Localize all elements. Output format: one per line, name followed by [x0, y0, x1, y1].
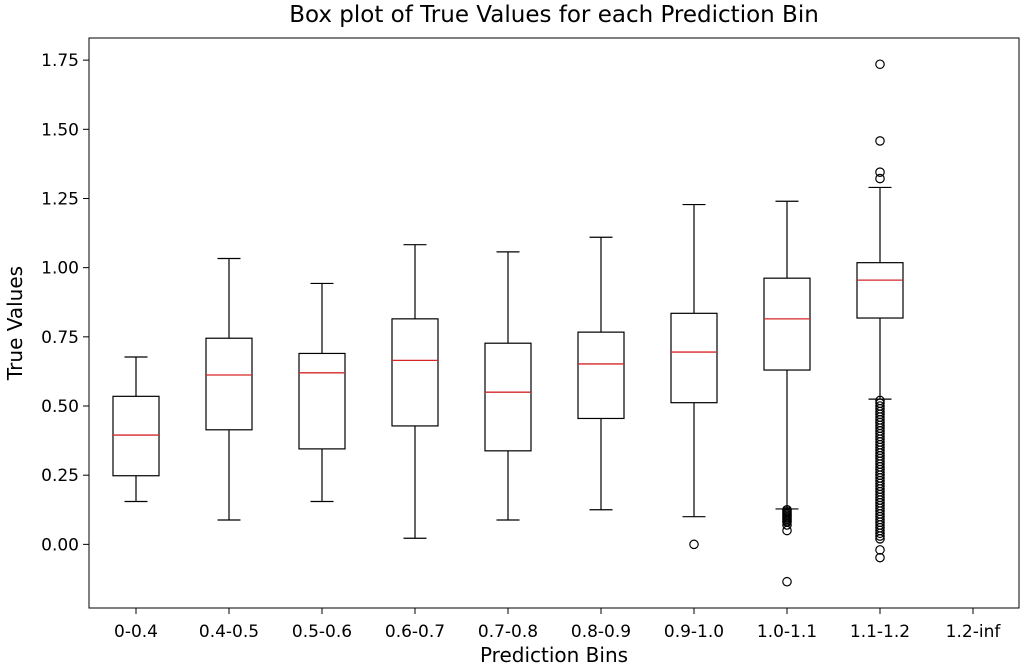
- box-0.4-0.5: [205, 257, 253, 521]
- outlier-point: [875, 531, 885, 541]
- y-tick-label: 1.25: [41, 189, 79, 209]
- iqr-box: [763, 277, 811, 371]
- outlier-point: [875, 545, 885, 555]
- y-tick-label: 1.00: [41, 259, 79, 279]
- x-tick-label: 0.9-1.0: [664, 622, 724, 642]
- box-0.7-0.8: [484, 251, 532, 521]
- y-tick-label: 0.00: [41, 535, 79, 555]
- outlier-point: [689, 539, 699, 550]
- x-tick-label: 0.7-0.8: [478, 622, 538, 642]
- outlier-point: [875, 59, 885, 70]
- boxes-layer: [112, 59, 904, 587]
- iqr-box: [484, 342, 532, 452]
- y-tick-label: 0.50: [41, 397, 79, 417]
- box-0.9-1.0: [670, 203, 718, 550]
- outlier-point: [875, 136, 885, 146]
- box-0.8-0.9: [577, 236, 625, 511]
- outlier-point: [875, 167, 885, 177]
- iqr-box: [670, 312, 718, 404]
- iqr-box: [112, 395, 160, 477]
- x-tick-label: 0-0.4: [114, 622, 158, 642]
- box-0.6-0.7: [391, 244, 439, 539]
- box-1.0-1.1: [763, 200, 811, 587]
- outlier-point: [782, 520, 792, 530]
- x-tick-label: 0.5-0.6: [292, 622, 352, 642]
- y-tick-label: 1.75: [41, 51, 79, 71]
- outlier-point: [875, 552, 885, 563]
- x-tick-label: 0.8-0.9: [571, 622, 631, 642]
- chart-title: Box plot of True Values for each Predict…: [289, 2, 819, 28]
- outlier-point: [875, 173, 885, 184]
- iqr-box: [391, 318, 439, 427]
- y-axis-label: True Values: [3, 266, 27, 381]
- x-tick-label: 1.2-inf: [946, 622, 1002, 642]
- x-axis-label: Prediction Bins: [480, 643, 628, 667]
- outlier-point: [875, 528, 885, 539]
- outlier-point: [782, 576, 792, 587]
- y-tick-label: 0.25: [41, 466, 79, 486]
- outlier-point: [875, 534, 885, 544]
- x-tick-label: 1.0-1.1: [757, 622, 817, 642]
- iqr-box: [856, 262, 904, 319]
- iqr-box: [205, 337, 253, 431]
- x-tick-label: 0.4-0.5: [199, 622, 259, 642]
- plot-frame: [88, 37, 1020, 609]
- x-tick-label: 1.1-1.2: [850, 622, 910, 642]
- x-axis: 0-0.4 0.4-0.5 0.5-0.6 0.6-0.7 0.7-0.8 0.8-0.9…: [114, 608, 1001, 642]
- box-0-0.4: [112, 356, 160, 503]
- box-1.1-1.2: [856, 59, 904, 563]
- x-tick-label: 0.6-0.7: [385, 622, 445, 642]
- iqr-box: [298, 352, 346, 450]
- y-axis: 0.00 0.25 0.50 0.75 1.00 1.25 1.50 1.75: [41, 51, 89, 555]
- iqr-box: [577, 331, 625, 420]
- outlier-point: [782, 525, 792, 536]
- box-0.5-0.6: [298, 282, 346, 503]
- y-tick-label: 1.50: [41, 120, 79, 140]
- y-tick-label: 0.75: [41, 328, 79, 348]
